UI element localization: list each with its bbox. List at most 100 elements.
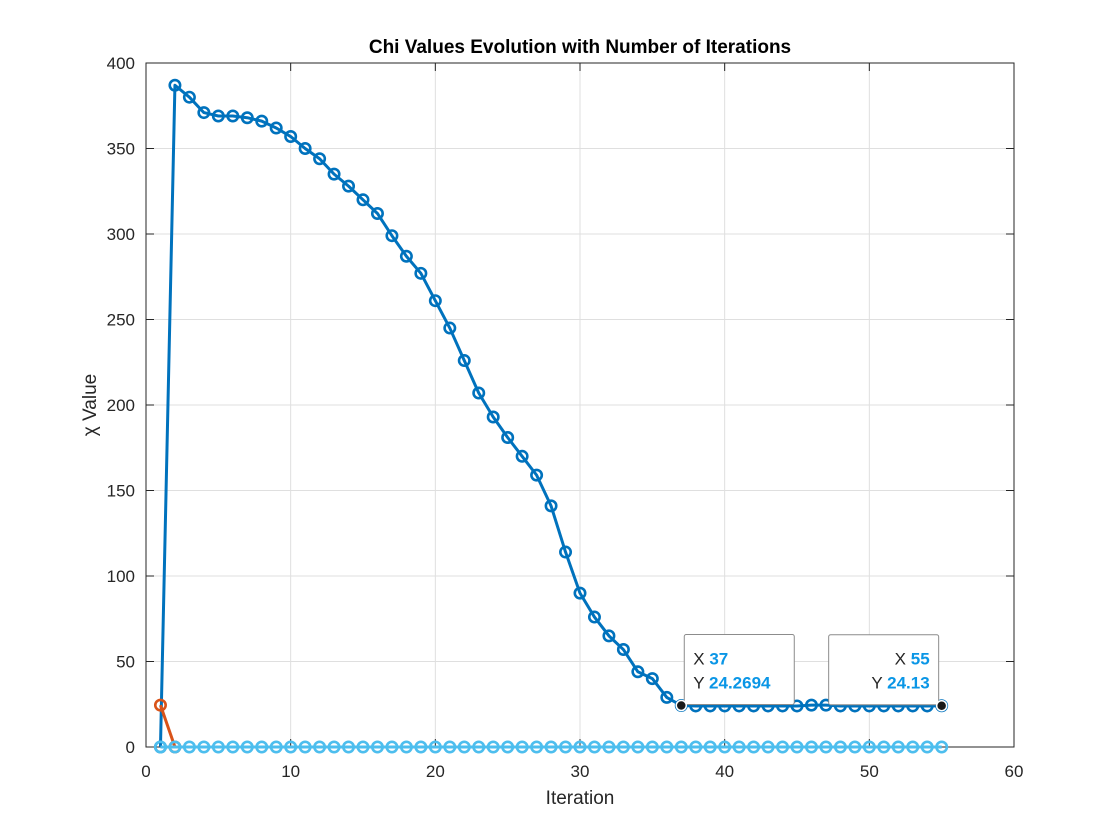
datatip-marker [675, 699, 688, 712]
datatip-marker [935, 699, 948, 712]
data-point [255, 114, 269, 128]
datatip-x-label: X [895, 650, 911, 669]
data-point [660, 740, 674, 754]
datatip-x-label: X [693, 649, 709, 668]
y-tick-label: 0 [126, 738, 135, 757]
data-point [848, 740, 862, 754]
data-point [732, 740, 746, 754]
datatip-y: Y 24.2694 [693, 673, 771, 692]
data-point [240, 740, 254, 754]
y-tick-label: 350 [107, 140, 135, 159]
data-point [761, 740, 775, 754]
datatip-y: Y 24.13 [871, 674, 929, 693]
data-point [313, 152, 327, 166]
data-point [631, 665, 645, 679]
y-axis-label: χ Value [80, 374, 101, 436]
data-point [327, 167, 341, 181]
data-point [327, 740, 341, 754]
data-point [645, 740, 659, 754]
data-point [877, 740, 891, 754]
y-tick-label: 200 [107, 396, 135, 415]
data-point [486, 410, 500, 424]
datatip-1[interactable]: X 37Y 24.2694 [675, 633, 795, 712]
data-point [703, 740, 717, 754]
datatip-x: X 55 [895, 650, 930, 669]
data-point [356, 740, 370, 754]
y-tick-label: 400 [107, 54, 135, 73]
series-line [158, 83, 942, 748]
data-point [674, 740, 688, 754]
data-point [587, 610, 601, 624]
data-point [153, 698, 167, 712]
data-point [645, 672, 659, 686]
data-point [428, 294, 442, 308]
datatip-y-value: 24.13 [887, 674, 930, 693]
data-point [804, 740, 818, 754]
data-point [819, 740, 833, 754]
data-point [269, 121, 283, 135]
datatip-y-label: Y [693, 673, 709, 692]
data-point [153, 740, 167, 754]
data-point [226, 740, 240, 754]
data-point [211, 740, 225, 754]
x-tick-label: 50 [860, 762, 879, 781]
data-point [906, 740, 920, 754]
data-point [342, 740, 356, 754]
x-axis-label: Iteration [546, 788, 615, 809]
data-point [573, 586, 587, 600]
data-point [804, 698, 818, 712]
data-point [284, 740, 298, 754]
data-point [197, 740, 211, 754]
data-point [501, 430, 515, 444]
data-point [226, 109, 240, 123]
data-point [182, 740, 196, 754]
data-point [747, 740, 761, 754]
datatip-box [683, 633, 795, 705]
data-point [428, 740, 442, 754]
data-point [602, 629, 616, 643]
datatip-x-value: 55 [911, 650, 930, 669]
data-point [313, 740, 327, 754]
data-point [530, 740, 544, 754]
data-point [356, 193, 370, 207]
data-point [660, 690, 674, 704]
data-point [385, 229, 399, 243]
grid [146, 63, 1014, 747]
x-tick-label: 30 [571, 762, 590, 781]
data-point [862, 740, 876, 754]
data-point [501, 740, 515, 754]
data-point [587, 740, 601, 754]
datatip-box [828, 634, 940, 706]
data-point [298, 740, 312, 754]
data-point [385, 740, 399, 754]
data-point [776, 740, 790, 754]
datatip-y-value: 24.2694 [709, 673, 771, 692]
data-point [920, 740, 934, 754]
data-point [399, 740, 413, 754]
data-point [530, 468, 544, 482]
data-point [559, 545, 573, 559]
data-point [790, 740, 804, 754]
data-point [631, 740, 645, 754]
data-point [573, 740, 587, 754]
data-point [370, 206, 384, 220]
y-tick-label: 50 [116, 653, 135, 672]
datatip-2[interactable]: X 55 Y 24.13 [828, 634, 948, 712]
y-tick-label: 100 [107, 567, 135, 586]
data-point [414, 266, 428, 280]
data-point [168, 78, 182, 92]
datatip-x-value: 37 [709, 649, 728, 668]
y-tick-label: 300 [107, 225, 135, 244]
data-point [168, 740, 182, 754]
data-point [689, 740, 703, 754]
data-point [399, 249, 413, 263]
data-point [370, 740, 384, 754]
data-point [559, 740, 573, 754]
y-tick-label: 250 [107, 311, 135, 330]
data-point [616, 740, 630, 754]
series-line [159, 704, 177, 748]
series-3 [153, 740, 949, 754]
data-point [414, 740, 428, 754]
data-point [298, 142, 312, 156]
data-point [457, 354, 471, 368]
